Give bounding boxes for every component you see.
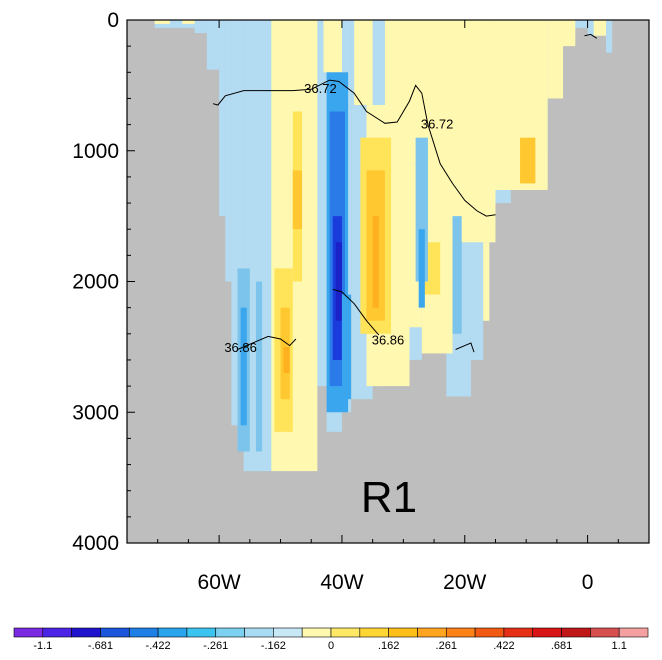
colorbar-swatch	[561, 627, 591, 638]
ocean-column	[606, 20, 613, 53]
axis-layer: 60W 40W 20W 0 0 1000 2000 3000 4000	[72, 9, 650, 594]
contour-layer: 36.72 36.72 36.86 36.86	[212, 33, 598, 355]
ocean-column	[194, 20, 207, 34]
x-tick-label: 20W	[443, 571, 486, 594]
contour-line	[584, 33, 598, 39]
x-tick-label: 0	[582, 571, 594, 594]
colorbar-label: -.261	[203, 640, 228, 652]
colorbar-label: .422	[493, 640, 514, 652]
y-tick-label: 1000	[72, 140, 119, 163]
colorbar-label: 0	[328, 640, 334, 652]
anomaly-region	[547, 20, 564, 99]
contour-line	[212, 79, 496, 217]
colorbar-swatch	[618, 627, 649, 638]
ocean-column	[219, 20, 226, 217]
colorbar-swatch	[388, 627, 418, 638]
colorbar-label: -.162	[261, 640, 286, 652]
anomaly-region	[154, 20, 170, 24]
anomaly-region	[255, 281, 263, 452]
contour-label: 36.72	[421, 117, 454, 132]
x-tick-label: 40W	[320, 571, 363, 594]
anomaly-region	[520, 137, 536, 184]
panel-label: R1	[361, 473, 417, 522]
contour-label: 36.86	[372, 332, 405, 347]
colorbar-swatch	[42, 627, 72, 638]
anomaly-region	[323, 20, 342, 73]
colorbar-swatch	[13, 627, 44, 638]
anomaly-region	[335, 242, 342, 321]
contour-label: 36.86	[224, 340, 257, 355]
anomaly-region	[283, 346, 290, 374]
anomaly-region	[418, 229, 425, 308]
ocean-column	[575, 20, 588, 28]
ocean-column	[206, 20, 220, 70]
ocean-column	[225, 20, 232, 282]
colorbar-swatch	[532, 627, 562, 638]
y-tick-label: 2000	[72, 271, 119, 294]
contour-line	[455, 342, 475, 353]
ocean-column	[237, 20, 244, 452]
panel-label-layer: R1	[361, 473, 417, 522]
x-tick-label: 60W	[198, 571, 241, 594]
colorbar-swatch	[100, 627, 130, 638]
colorbar-swatch	[474, 627, 505, 638]
colorbar-label: -1.1	[33, 640, 52, 652]
colorbar-label: .162	[378, 640, 399, 652]
colorbar-swatch	[186, 627, 217, 638]
colorbar-label: .681	[551, 640, 572, 652]
plot-field	[127, 20, 649, 543]
ocean-column	[231, 20, 238, 426]
colorbar-swatch	[445, 627, 476, 638]
colorbar-swatch	[244, 627, 274, 638]
ocean-column	[154, 20, 195, 28]
colorbar-swatch	[157, 627, 188, 638]
anomaly-region	[483, 242, 490, 321]
colorbar-label: -.681	[88, 640, 113, 652]
colorbar-swatch	[503, 627, 534, 638]
colorbar-swatch	[359, 627, 389, 638]
colorbar-swatch	[330, 627, 361, 638]
y-tick-label: 3000	[72, 401, 119, 424]
ocean-column	[587, 20, 597, 36]
contour-line	[237, 335, 297, 350]
colorbar-swatch	[215, 627, 245, 638]
contour-label: 36.72	[304, 81, 337, 96]
colorbar-label: 1.1	[612, 640, 627, 652]
ocean-column	[317, 20, 327, 387]
colorbar-label: -.422	[146, 640, 171, 652]
anomaly-region	[292, 170, 303, 230]
anomaly-region	[440, 20, 496, 243]
y-tick-label: 4000	[72, 532, 119, 555]
colorbar-swatch	[301, 627, 332, 638]
colorbar: -1.1 -.681 -.422 -.261 -.162 0 .162 .261 .422 .68…	[13, 627, 649, 652]
colorbar-label: .261	[436, 640, 457, 652]
colorbar-swatch	[128, 627, 159, 638]
colorbar-swatch	[273, 627, 303, 638]
colorbar-swatch	[590, 627, 620, 638]
colorbar-swatch	[71, 627, 101, 638]
anomaly-region	[372, 216, 379, 308]
anomaly-region	[563, 20, 576, 47]
anomaly-region	[593, 20, 607, 36]
anomaly-region	[341, 294, 352, 400]
anomaly-region	[354, 20, 373, 105]
contour-line	[332, 288, 380, 336]
colorbar-swatch	[417, 627, 447, 638]
y-tick-label: 0	[107, 9, 119, 32]
anomaly-region	[452, 216, 462, 334]
anomaly-region	[240, 307, 247, 426]
anomaly-region	[182, 20, 195, 24]
